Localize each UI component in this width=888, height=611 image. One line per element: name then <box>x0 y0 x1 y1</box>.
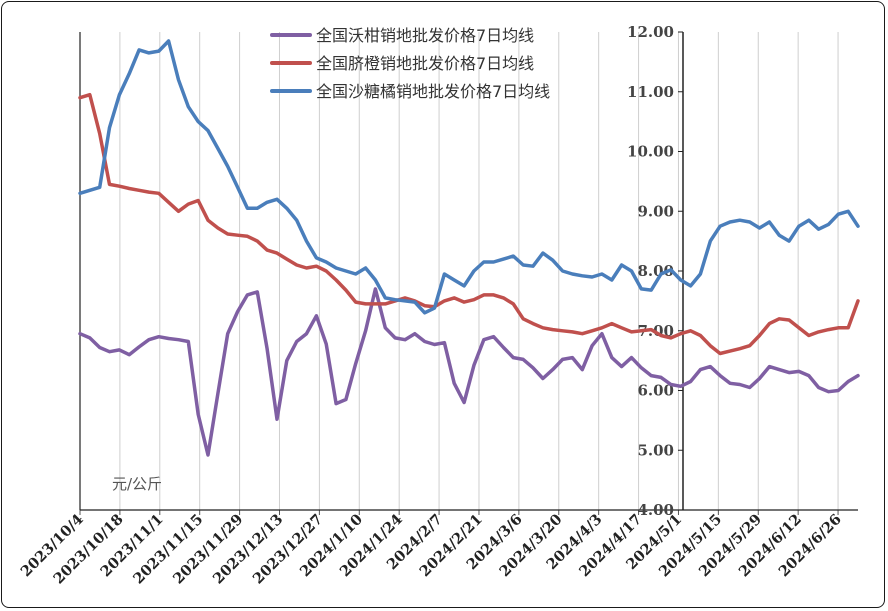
vertical-gridlines <box>79 32 839 515</box>
y-tick-label: 10.00 <box>627 143 674 161</box>
y-tick-label: 9.00 <box>637 202 674 220</box>
series-line-3 <box>78 39 860 315</box>
y-tick-label: 12.00 <box>627 23 674 41</box>
unit-label: 元/公斤 <box>112 475 162 493</box>
x-axis-tick-labels: 2023/10/42023/10/182023/11/12023/11/1520… <box>17 511 845 588</box>
legend: 全国沃柑销地批发价格7日均线全国脐橙销地批发价格7日均线全国沙糖橘销地批发价格7… <box>270 26 550 101</box>
legend-label-2: 全国脐橙销地批发价格7日均线 <box>316 54 534 73</box>
legend-label-1: 全国沃柑销地批发价格7日均线 <box>316 26 534 45</box>
y-tick-label: 4.00 <box>637 501 674 519</box>
series-line-1 <box>78 287 860 457</box>
series-lines <box>78 39 860 457</box>
y-tick-label: 11.00 <box>627 83 674 101</box>
y-tick-label: 8.00 <box>637 262 674 280</box>
series-line-2 <box>78 92 860 356</box>
axes <box>79 32 858 511</box>
y-tick-label: 6.00 <box>637 382 674 400</box>
y-tick-label: 5.00 <box>637 441 674 459</box>
legend-label-3: 全国沙糖橘销地批发价格7日均线 <box>316 82 550 101</box>
